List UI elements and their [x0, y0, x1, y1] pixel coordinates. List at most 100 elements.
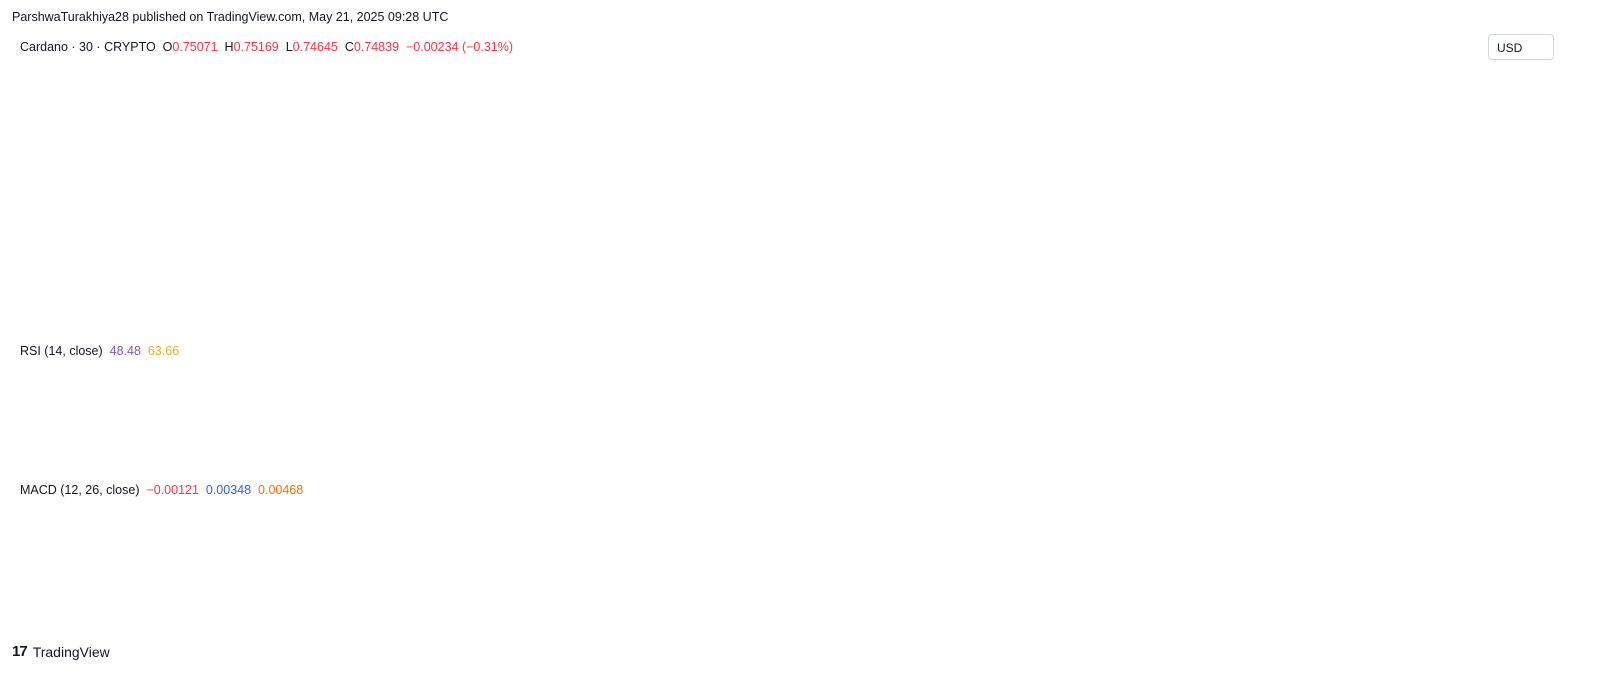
candle-body [295, 97, 298, 102]
macd-hist-bar [684, 523, 688, 530]
candle-body [82, 165, 85, 177]
candle-body [1289, 210, 1292, 214]
macd-hist-bar [236, 529, 239, 535]
candle-body [1182, 272, 1186, 277]
macd-hist-bar [246, 529, 250, 534]
macd-hist-bar [1248, 525, 1251, 530]
candle [1292, 204, 1295, 213]
macd-signal-line [1, 494, 1316, 566]
candle-body [69, 159, 73, 164]
candle-body [1054, 258, 1057, 262]
symbol-label[interactable]: Cardano · 30 · CRYPTO [20, 40, 156, 54]
candle [819, 248, 822, 254]
candle-body [1145, 254, 1148, 258]
candle [173, 96, 176, 109]
macd-hist-bar [586, 529, 589, 534]
macd-line-value: 0.00348 [205, 483, 252, 497]
candle-body [113, 155, 116, 160]
candle-body [1066, 250, 1070, 252]
candle-body [778, 242, 781, 250]
price-tick-label: 0.72000 [1492, 281, 1536, 295]
candle-body [781, 247, 784, 250]
macd-hist-bar [942, 529, 945, 561]
macd-hist-bar [438, 529, 441, 537]
candle [869, 202, 872, 208]
candle [859, 204, 863, 214]
candle [411, 166, 414, 172]
candle [446, 205, 449, 208]
candle [311, 109, 314, 120]
macd-hist-bar [838, 522, 841, 530]
candle [342, 123, 345, 129]
macd-hist-bar [257, 529, 261, 532]
candle-body [863, 210, 866, 212]
candle [355, 128, 358, 144]
candle-body [1280, 222, 1283, 233]
candle-body [16, 127, 19, 133]
candle [1082, 243, 1085, 253]
candle [185, 68, 189, 86]
macd-hist-bar [1095, 523, 1098, 530]
candle-body [819, 248, 822, 252]
main-legend: Cardano · 30 · CRYPTO O0.75071 H0.75169 … [20, 40, 513, 54]
candle-body [837, 231, 841, 233]
macd-hist-bar [1264, 526, 1268, 530]
candle [1154, 255, 1157, 271]
candle [769, 232, 772, 253]
candle-body [330, 123, 333, 125]
macd-hist-bar [985, 529, 989, 535]
candle-body [869, 206, 872, 208]
candle [1164, 261, 1167, 271]
candle [47, 93, 51, 114]
macd-hist-bar [104, 527, 108, 530]
candle [734, 206, 737, 216]
candle-body [1179, 269, 1182, 273]
macd-hist-bar [148, 521, 151, 530]
candle-body [1264, 235, 1267, 237]
candle-body [910, 195, 913, 199]
candle-body [731, 208, 734, 215]
candle-body [593, 174, 596, 179]
candle [878, 207, 881, 221]
candle-body [1016, 282, 1019, 287]
currency-selector[interactable]: USD [1488, 34, 1554, 60]
candle [1088, 242, 1091, 254]
macd-tick-label: −0.01000 [1492, 581, 1543, 595]
macd-hist-bar [268, 529, 272, 531]
macd-hist-bar [745, 529, 748, 532]
rsi-label[interactable]: RSI (14, close) [20, 344, 103, 358]
candle-body [765, 237, 769, 239]
candle [188, 65, 192, 73]
macd-hist-bar [662, 529, 666, 533]
candle [963, 222, 966, 234]
candle-body [932, 238, 935, 249]
candle [1226, 252, 1229, 257]
macd-hist-tag-text: −0.00121 [1489, 538, 1540, 552]
candle-body [179, 83, 182, 96]
candle-body [1283, 214, 1286, 223]
candle-body [652, 235, 656, 242]
candle-body [834, 231, 838, 233]
candle [123, 136, 126, 147]
macd-hist-bar [285, 529, 288, 535]
macd-hist-bar [274, 529, 277, 531]
candle [1267, 228, 1270, 238]
candle [1098, 237, 1101, 249]
candle [361, 134, 364, 138]
candle [235, 95, 239, 104]
footer-brand[interactable]: 17 TradingView [12, 643, 110, 660]
candle [678, 210, 681, 225]
candle-body [922, 219, 925, 224]
candle [1069, 249, 1073, 261]
candle-body [706, 174, 709, 183]
candle-body [493, 199, 496, 205]
macd-hist-bar [783, 529, 786, 538]
candle-body [928, 238, 932, 240]
macd-hist-bar [164, 525, 168, 530]
candle-body [1195, 273, 1198, 276]
candle [1170, 266, 1173, 277]
candle-body [154, 125, 157, 129]
candle [214, 74, 217, 92]
macd-label[interactable]: MACD (12, 26, close) [20, 483, 140, 497]
